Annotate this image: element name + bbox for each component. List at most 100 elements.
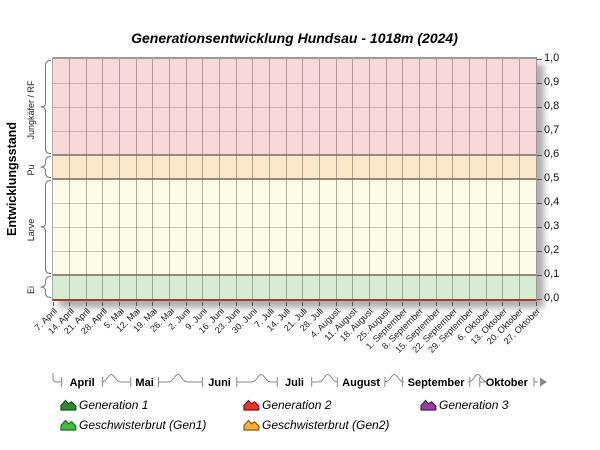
- month-axis: April Mai Juni Juli August September Oktober: [52, 373, 547, 389]
- gridline: [185, 59, 187, 299]
- gridline: [252, 59, 254, 299]
- stage-brace: [40, 156, 52, 178]
- x-tick-mark: [468, 302, 470, 306]
- gridline: [202, 59, 204, 299]
- y-axis-gutter: Entwicklungsstand Jungkäfer / RF Pu Larve Ei: [5, 60, 52, 298]
- gridline: [152, 59, 154, 299]
- x-tick-mark: [485, 302, 487, 306]
- y-tick-label: 0,1: [544, 268, 560, 280]
- y-tick-label: 0,5: [544, 172, 560, 184]
- legend-swatch-icon: [60, 419, 77, 431]
- x-tick-mark: [535, 302, 537, 306]
- legend-label: Geschwisterbrut (Gen2): [262, 418, 390, 432]
- legend-item: Generation 1: [60, 398, 148, 412]
- x-tick-mark: [368, 302, 370, 306]
- y-tick-mark: [537, 250, 542, 252]
- legend-area-shape: [420, 399, 437, 411]
- y-tick-label: 0,4: [544, 196, 560, 208]
- gridline: [69, 59, 71, 299]
- gridline: [368, 59, 370, 299]
- stage-boundary-line: [53, 154, 536, 156]
- x-tick-mark: [302, 302, 304, 306]
- gridline: [169, 59, 171, 299]
- stage-label: Pu: [26, 164, 36, 175]
- month-label: Juli: [285, 377, 304, 389]
- gridline: [235, 59, 237, 299]
- gridline: [302, 59, 304, 299]
- x-tick-mark: [285, 302, 287, 306]
- gridline: [53, 106, 536, 108]
- gridline: [485, 59, 487, 299]
- gridline: [335, 59, 337, 299]
- month-label: August: [342, 377, 380, 389]
- x-tick-mark: [435, 302, 437, 306]
- y-tick-label: 0,9: [544, 76, 560, 88]
- legend-swatch-icon: [243, 419, 260, 431]
- x-tick-mark: [502, 302, 504, 306]
- plot-area: [52, 57, 537, 301]
- x-tick-mark: [352, 302, 354, 306]
- x-tick-mark: [385, 302, 387, 306]
- gridline: [385, 59, 387, 299]
- y-tick-label: 0,6: [544, 148, 560, 160]
- legend-label: Generation 3: [439, 398, 509, 412]
- x-tick-mark: [102, 302, 104, 306]
- y-tick-label: 0,0: [544, 292, 560, 304]
- stage-boundary-line: [53, 274, 536, 276]
- legend-area-shape: [243, 399, 260, 411]
- gridline: [468, 59, 470, 299]
- x-tick-mark: [119, 302, 121, 306]
- gridline: [402, 59, 404, 299]
- gridline: [318, 59, 320, 299]
- legend-label: Geschwisterbrut (Gen1): [79, 418, 207, 432]
- month-axis-arrow-icon: [540, 377, 547, 387]
- legend-label: Generation 1: [79, 398, 149, 412]
- x-tick-mark: [69, 302, 71, 306]
- legend-item: Geschwisterbrut (Gen1): [60, 418, 206, 432]
- x-tick-mark: [335, 302, 337, 306]
- stage-label: Jungkäfer / RF: [26, 80, 36, 140]
- legend-item: Geschwisterbrut (Gen2): [243, 418, 389, 432]
- y-tick-mark: [537, 82, 542, 84]
- legend-swatch-icon: [243, 399, 260, 411]
- stage-brace: [40, 276, 52, 298]
- gridline: [502, 59, 504, 299]
- y-tick-mark: [537, 130, 542, 132]
- gridline: [285, 59, 287, 299]
- y-axis-title: Entwicklungsstand: [5, 122, 19, 236]
- x-tick-mark: [452, 302, 454, 306]
- x-tick-mark: [269, 302, 271, 306]
- gridline: [102, 59, 104, 299]
- x-tick-mark: [85, 302, 87, 306]
- legend-area-shape: [243, 419, 260, 431]
- y-tick-mark: [537, 202, 542, 204]
- x-tick-mark: [418, 302, 420, 306]
- month-label: Juni: [208, 377, 231, 389]
- stage-brace: [40, 180, 52, 274]
- stage-band-jungk-fer-rf: [53, 59, 536, 155]
- gridline: [53, 130, 536, 132]
- x-tick-mark: [518, 302, 520, 306]
- gridline: [452, 59, 454, 299]
- x-tick-mark: [235, 302, 237, 306]
- gridline: [53, 226, 536, 228]
- month-label: September: [408, 377, 466, 389]
- stage-label: Ei: [26, 286, 36, 294]
- stage-brace: [40, 60, 52, 154]
- gridline: [518, 59, 520, 299]
- month-label: Mai: [135, 377, 153, 389]
- stage-label: Larve: [26, 219, 36, 242]
- gridline: [352, 59, 354, 299]
- stage-band-pu: [53, 155, 536, 179]
- x-tick-mark: [202, 302, 204, 306]
- gridline: [53, 202, 536, 204]
- chart-title: Generationsentwicklung Hundsau - 1018m (…: [131, 30, 458, 46]
- gridline: [435, 59, 437, 299]
- y-tick-label: 1,0: [544, 52, 560, 64]
- y-tick-mark: [537, 226, 542, 228]
- gridline: [53, 250, 536, 252]
- stage-band-larve: [53, 179, 536, 275]
- gridline: [135, 59, 137, 299]
- y-tick-mark: [537, 58, 542, 60]
- y-tick-mark: [537, 298, 542, 300]
